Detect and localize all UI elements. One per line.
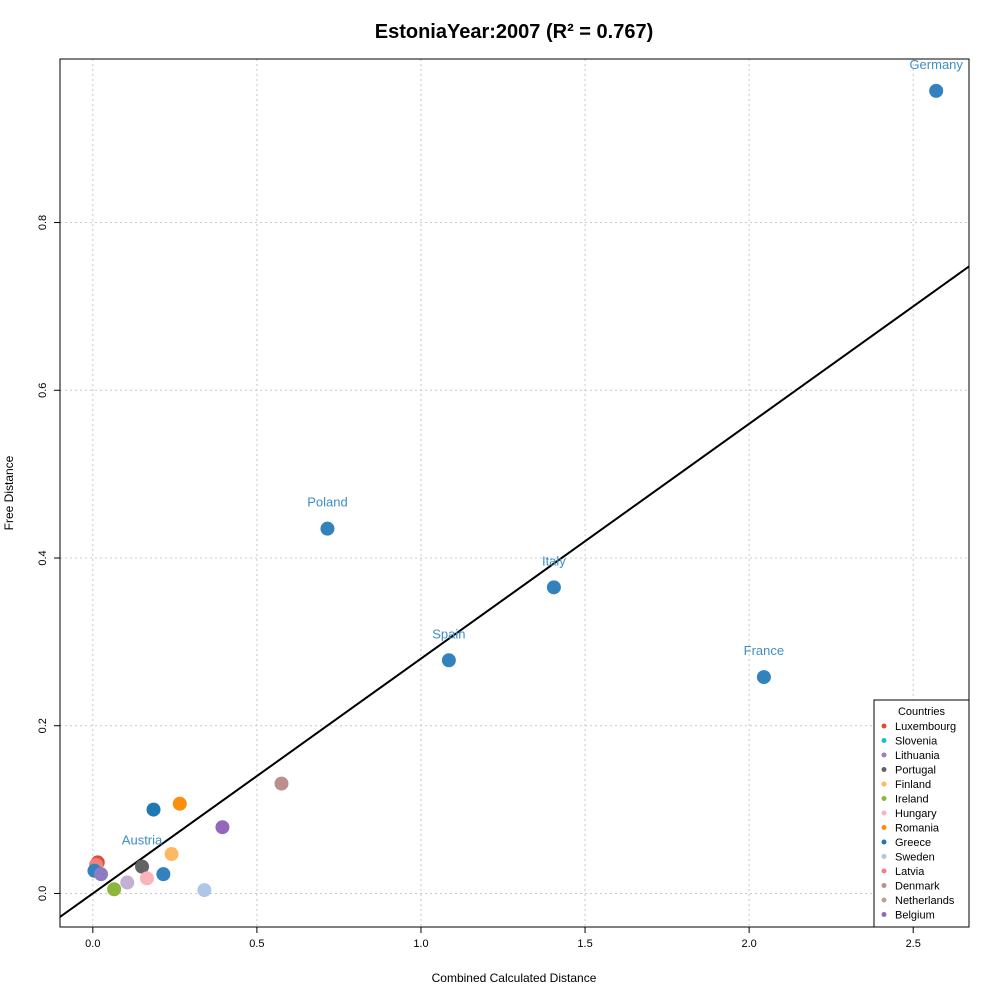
plot-frame bbox=[59, 58, 970, 928]
legend-entry: Hungary bbox=[895, 808, 937, 820]
data-points bbox=[87, 83, 944, 898]
chart-title: EstoniaYear:2007 (R² = 0.767) bbox=[375, 21, 653, 43]
legend-marker bbox=[881, 796, 887, 801]
legend-entry: Sweden bbox=[895, 852, 935, 864]
legend-marker bbox=[881, 825, 887, 830]
point-label: Spain bbox=[432, 626, 465, 641]
x-tick-label: 2.0 bbox=[741, 938, 756, 950]
legend-marker bbox=[881, 883, 887, 888]
legend-entry: Romania bbox=[895, 823, 940, 835]
data-point bbox=[172, 796, 187, 811]
legend-marker bbox=[881, 839, 887, 845]
y-tick-label: 0.0 bbox=[37, 886, 49, 901]
legend-marker bbox=[881, 854, 887, 859]
data-point bbox=[164, 847, 179, 862]
grid-lines bbox=[60, 59, 969, 927]
point-label: Poland bbox=[307, 495, 347, 510]
regression-line-group bbox=[59, 265, 970, 918]
y-axis-label: Free Distance bbox=[2, 455, 16, 530]
x-axis: 0.0 0.5 1.0 1.5 2.0 2.5 bbox=[85, 927, 921, 950]
x-tick-label: 1.0 bbox=[413, 938, 428, 950]
legend-box bbox=[873, 699, 970, 928]
legend: Countries Luxembourg Slovenia Lithuania Port… bbox=[873, 699, 970, 928]
point-label: Italy bbox=[542, 553, 566, 568]
x-axis-label: Combined Calculated Distance bbox=[432, 971, 597, 985]
data-point bbox=[120, 875, 135, 890]
data-point bbox=[197, 883, 212, 898]
y-tick-label: 0.2 bbox=[37, 718, 49, 733]
point-label: France bbox=[744, 643, 784, 658]
x-tick-label: 1.5 bbox=[577, 938, 592, 950]
y-axis: 0.0 0.2 0.4 0.6 0.8 bbox=[37, 215, 60, 901]
legend-entry: Greece bbox=[895, 837, 931, 849]
y-tick-label: 0.8 bbox=[37, 215, 49, 230]
data-point bbox=[929, 83, 944, 98]
x-tick-label: 0.0 bbox=[85, 938, 100, 950]
legend-marker bbox=[881, 912, 887, 917]
legend-entry: Latvia bbox=[895, 866, 925, 878]
legend-entry: Portugal bbox=[895, 765, 936, 777]
legend-entry: Finland bbox=[895, 779, 931, 791]
data-point bbox=[274, 776, 289, 791]
legend-entry: Slovenia bbox=[895, 736, 938, 748]
legend-entry: Luxembourg bbox=[895, 721, 956, 733]
data-point bbox=[215, 820, 230, 835]
data-point bbox=[756, 670, 771, 685]
data-point bbox=[146, 802, 161, 817]
data-point bbox=[135, 859, 150, 874]
legend-entry: Denmark bbox=[895, 881, 940, 893]
data-point bbox=[441, 653, 456, 668]
data-point bbox=[546, 580, 561, 595]
x-tick-label: 0.5 bbox=[249, 938, 264, 950]
regression-line bbox=[59, 265, 970, 918]
data-point bbox=[156, 867, 171, 882]
legend-marker bbox=[881, 752, 887, 758]
legend-marker bbox=[881, 767, 887, 772]
legend-entry: Netherlands bbox=[895, 895, 955, 907]
legend-entry: Belgium bbox=[895, 910, 935, 922]
data-point bbox=[139, 871, 154, 886]
y-tick-label: 0.6 bbox=[37, 383, 49, 398]
point-label: Germany bbox=[909, 57, 963, 72]
point-label: Austria bbox=[122, 833, 163, 848]
legend-marker bbox=[881, 781, 887, 787]
legend-marker bbox=[881, 723, 887, 729]
legend-marker bbox=[881, 868, 887, 874]
y-tick-label: 0.4 bbox=[37, 550, 49, 565]
x-tick-label: 2.5 bbox=[906, 938, 921, 950]
legend-marker bbox=[881, 897, 887, 903]
data-point bbox=[94, 867, 109, 882]
point-labels: Germany Poland Italy Spain France Austria bbox=[122, 57, 964, 848]
data-point bbox=[107, 882, 122, 897]
legend-marker bbox=[881, 810, 887, 816]
data-point bbox=[320, 521, 335, 536]
legend-title: Countries bbox=[898, 706, 946, 718]
legend-entry: Lithuania bbox=[895, 750, 941, 762]
legend-entry: Ireland bbox=[895, 794, 929, 806]
legend-marker bbox=[881, 738, 887, 743]
